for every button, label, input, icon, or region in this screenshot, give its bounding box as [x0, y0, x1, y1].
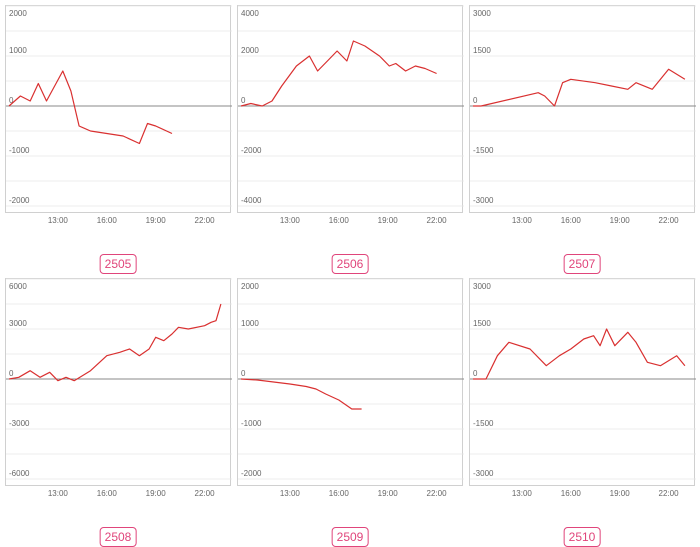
x-tick-label: 22:00 [195, 216, 216, 225]
x-tick-label: 19:00 [146, 216, 167, 225]
y-tick-label: 1000 [9, 46, 27, 55]
x-tick-label: 13:00 [512, 489, 533, 498]
x-tick-label: 19:00 [610, 216, 631, 225]
x-tick-label: 22:00 [427, 489, 448, 498]
y-tick-label: 1000 [241, 319, 259, 328]
x-tick-label: 16:00 [561, 216, 582, 225]
series-line [240, 378, 362, 410]
y-tick-label: 2000 [241, 46, 259, 55]
y-tick-label: 3000 [473, 9, 491, 18]
chart-panel-2506: 4000 2000 0 -2000 -4000 13:00 16:00 19:00 22:00 [237, 5, 464, 225]
y-tick-label: 0 [473, 369, 478, 378]
chart-svg: 6000 3000 0 -3000 -6000 13:00 16:00 19:00 22:00 [6, 278, 232, 498]
y-tick-label: -1000 [241, 419, 262, 428]
y-tick-label: -2000 [241, 146, 262, 155]
y-tick-label: 0 [241, 96, 246, 105]
x-tick-label: 13:00 [280, 216, 301, 225]
contract-tag[interactable]: 2508 [99, 527, 137, 547]
y-tick-label: -3000 [9, 419, 30, 428]
x-tick-label: 13:00 [280, 489, 301, 498]
series-line [240, 40, 437, 107]
chart-svg: 2000 1000 0 -1000 -2000 13:00 16:00 19:00 22:00 [238, 278, 464, 498]
x-tick-label: 16:00 [329, 489, 350, 498]
y-tick-label: -1000 [9, 146, 30, 155]
series-line [473, 68, 686, 107]
y-tick-label: 2000 [241, 282, 259, 291]
chart-panel-2508: 6000 3000 0 -3000 -6000 13:00 16:00 19:00 22:00 [5, 278, 232, 498]
y-tick-label: -3000 [473, 469, 494, 478]
contract-tag[interactable]: 2505 [99, 254, 137, 274]
x-tick-label: 13:00 [48, 489, 69, 498]
contract-tag[interactable]: 2506 [331, 254, 369, 274]
y-tick-label: -4000 [241, 196, 262, 205]
series-line [8, 303, 222, 382]
x-tick-label: 13:00 [48, 216, 69, 225]
x-tick-label: 16:00 [97, 216, 118, 225]
y-tick-label: 0 [473, 96, 478, 105]
chart-svg: 4000 2000 0 -2000 -4000 13:00 16:00 19:00 22:00 [238, 5, 464, 225]
y-tick-label: -2000 [241, 469, 262, 478]
x-tick-label: 19:00 [610, 489, 631, 498]
y-tick-label: 2000 [9, 9, 27, 18]
y-tick-label: -1500 [473, 419, 494, 428]
chart-svg: 3000 1500 0 -1500 -3000 13:00 16:00 19:00 22:00 [470, 278, 696, 498]
x-tick-label: 16:00 [329, 216, 350, 225]
y-tick-label: 4000 [241, 9, 259, 18]
y-tick-label: -2000 [9, 196, 30, 205]
x-tick-label: 19:00 [146, 489, 167, 498]
chart-panel-2510: 3000 1500 0 -1500 -3000 13:00 16:00 19:00 22:00 [469, 278, 696, 498]
y-tick-label: 0 [241, 369, 246, 378]
chart-panel-2509: 2000 1000 0 -1000 -2000 13:00 16:00 19:00 22:00 [237, 278, 464, 498]
chart-panel-2505: 2000 1000 0 -1000 -2000 13:00 16:00 19:00 22:00 [5, 5, 232, 225]
y-tick-label: 1500 [473, 46, 491, 55]
y-tick-label: 0 [9, 369, 14, 378]
y-tick-label: 3000 [473, 282, 491, 291]
x-tick-label: 22:00 [195, 489, 216, 498]
y-tick-label: 0 [9, 96, 14, 105]
chart-panel-2507: 3000 1500 0 -1500 -3000 13:00 16:00 19:00 22:00 [469, 5, 696, 225]
contract-tag[interactable]: 2507 [563, 254, 601, 274]
chart-svg: 2000 1000 0 -1000 -2000 13:00 16:00 19:00 22:00 [6, 5, 232, 225]
y-tick-label: 6000 [9, 282, 27, 291]
contract-tag[interactable]: 2510 [563, 527, 601, 547]
y-tick-label: -6000 [9, 469, 30, 478]
y-tick-label: 3000 [9, 319, 27, 328]
chart-svg: 3000 1500 0 -1500 -3000 13:00 16:00 19:00 22:00 [470, 5, 696, 225]
y-tick-label: -1500 [473, 146, 494, 155]
x-tick-label: 13:00 [512, 216, 533, 225]
x-tick-label: 19:00 [378, 489, 399, 498]
series-line [8, 70, 173, 145]
y-tick-label: -3000 [473, 196, 494, 205]
x-tick-label: 16:00 [97, 489, 118, 498]
x-tick-label: 22:00 [427, 216, 448, 225]
series-line [473, 328, 686, 380]
x-tick-label: 16:00 [561, 489, 582, 498]
contract-tag[interactable]: 2509 [331, 527, 369, 547]
x-tick-label: 22:00 [659, 216, 680, 225]
x-tick-label: 19:00 [378, 216, 399, 225]
x-tick-label: 22:00 [659, 489, 680, 498]
y-tick-label: 1500 [473, 319, 491, 328]
